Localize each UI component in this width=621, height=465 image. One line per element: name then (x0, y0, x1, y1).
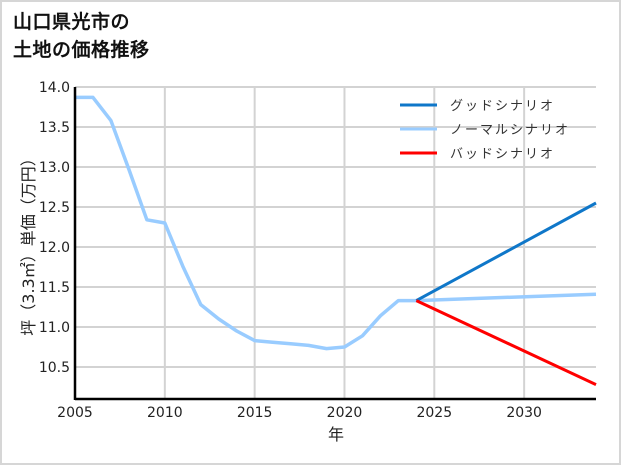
y-tick-label: 12.0 (39, 240, 70, 256)
x-tick-label: 2015 (237, 405, 273, 421)
legend-label-normal: ノーマルシナリオ (450, 123, 570, 138)
x-axis-ticks: 2005 2010 2015 2020 2025 2030 (57, 405, 542, 421)
y-tick-label: 13.5 (39, 120, 70, 136)
legend-label-bad: バッドシナリオ (450, 147, 555, 162)
gridlines (74, 86, 596, 399)
y-tick-label: 10.5 (39, 360, 70, 376)
data-series (75, 95, 597, 386)
y-tick-label: 11.5 (39, 280, 70, 296)
x-tick-label: 2005 (57, 405, 93, 421)
x-tick-label: 2025 (416, 405, 452, 421)
legend-label-good: グッドシナリオ (450, 99, 555, 114)
y-axis-ticks: 10.5 11.0 11.5 12.0 12.5 13.0 13.5 14.0 (39, 80, 70, 376)
title-line-1: 山口県光市の (13, 11, 131, 33)
y-axis-title: 坪（3.3㎡）単価（万円） (19, 150, 38, 335)
x-tick-label: 2030 (506, 405, 542, 421)
bad-scenario-line (415, 299, 597, 386)
normal-scenario-line (75, 95, 597, 351)
y-tick-label: 14.0 (39, 80, 70, 96)
y-tick-label: 11.0 (39, 320, 70, 336)
title-line-2: 土地の価格推移 (13, 39, 150, 61)
x-tick-label: 2020 (327, 405, 363, 421)
good-scenario-line (415, 201, 597, 302)
x-tick-label: 2010 (147, 405, 183, 421)
x-axis-title: 年 (328, 425, 344, 444)
y-tick-label: 13.0 (39, 160, 70, 176)
chart-title: 山口県光市の 土地の価格推移 (13, 8, 150, 64)
y-tick-label: 12.5 (39, 200, 70, 216)
axes (73, 87, 596, 401)
